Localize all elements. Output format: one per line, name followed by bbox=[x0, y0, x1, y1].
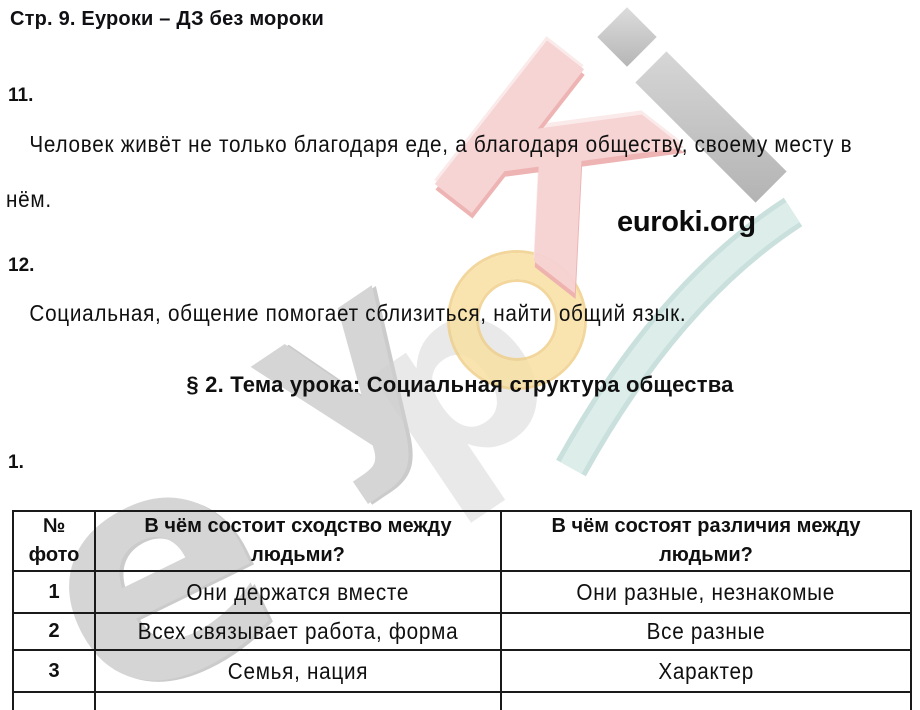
row-number: 2 bbox=[12, 612, 96, 651]
section-heading: § 2. Тема урока: Социальная структура об… bbox=[186, 372, 734, 397]
similarity-cell: Семья, нация bbox=[94, 649, 502, 693]
difference-cell: Характер bbox=[500, 649, 912, 693]
cell-text: Всех связывает работа, форма bbox=[137, 618, 459, 644]
cell-text: Они держатся вместе bbox=[186, 578, 410, 605]
cell-text: Семья, нация bbox=[227, 657, 369, 684]
header-line: № bbox=[42, 515, 66, 537]
answer-11-line-1: Человек живёт не только благодаря еде, а… bbox=[29, 131, 853, 157]
table-row: 3 Семья, нация Характер bbox=[12, 649, 912, 693]
column-header-photo-number: № фото bbox=[12, 510, 96, 572]
header-line: В чём состоят различия между bbox=[551, 515, 861, 537]
table-header-row: № фото В чём состоит сходство между людь… bbox=[12, 510, 912, 572]
column-header-difference: В чём состоят различия между людьми? bbox=[500, 510, 912, 572]
header-line: фото bbox=[28, 544, 80, 566]
question-12-answer: Социальная, общение помогает сблизиться,… bbox=[6, 286, 916, 341]
header-line: людьми? bbox=[659, 544, 753, 566]
cell-text: Характер bbox=[658, 657, 754, 684]
table-row-cropped bbox=[12, 691, 912, 710]
difference-cell: Они разные, незнакомые bbox=[500, 570, 912, 614]
similarity-cell bbox=[94, 691, 502, 710]
similarity-cell: Всех связывает работа, форма bbox=[94, 612, 502, 651]
answer-11-line-2: нём. bbox=[6, 186, 52, 212]
row-number bbox=[12, 691, 96, 710]
similarity-cell: Они держатся вместе bbox=[94, 570, 502, 614]
table-row: 2 Всех связывает работа, форма Все разны… bbox=[12, 612, 912, 651]
answer-12-line-1: Социальная, общение помогает сблизиться,… bbox=[29, 300, 687, 326]
euroki-org-link[interactable]: euroki.org bbox=[617, 206, 756, 238]
row-number: 3 bbox=[12, 649, 96, 693]
table-row: 1 Они держатся вместе Они разные, незнак… bbox=[12, 570, 912, 614]
column-header-similarity: В чём состоит сходство между людьми? bbox=[94, 510, 502, 572]
page-title: Стр. 9. Еуроки – ДЗ без мороки bbox=[10, 8, 325, 30]
question-11-answer: Человек живёт не только благодаря еде, а… bbox=[6, 117, 916, 227]
difference-cell bbox=[500, 691, 912, 710]
row-number: 1 bbox=[12, 570, 96, 614]
question-11-number: 11. bbox=[8, 85, 34, 106]
header-line: людьми? bbox=[251, 544, 345, 566]
comparison-table: № фото В чём состоит сходство между людь… bbox=[12, 510, 912, 710]
question-12-number: 12. bbox=[8, 255, 35, 276]
difference-cell: Все разные bbox=[500, 612, 912, 651]
cell-text: Все разные bbox=[646, 618, 766, 644]
cell-text: Они разные, незнакомые bbox=[576, 578, 836, 605]
exercise-1-number: 1. bbox=[8, 452, 24, 473]
header-line: В чём состоит сходство между bbox=[144, 515, 452, 537]
